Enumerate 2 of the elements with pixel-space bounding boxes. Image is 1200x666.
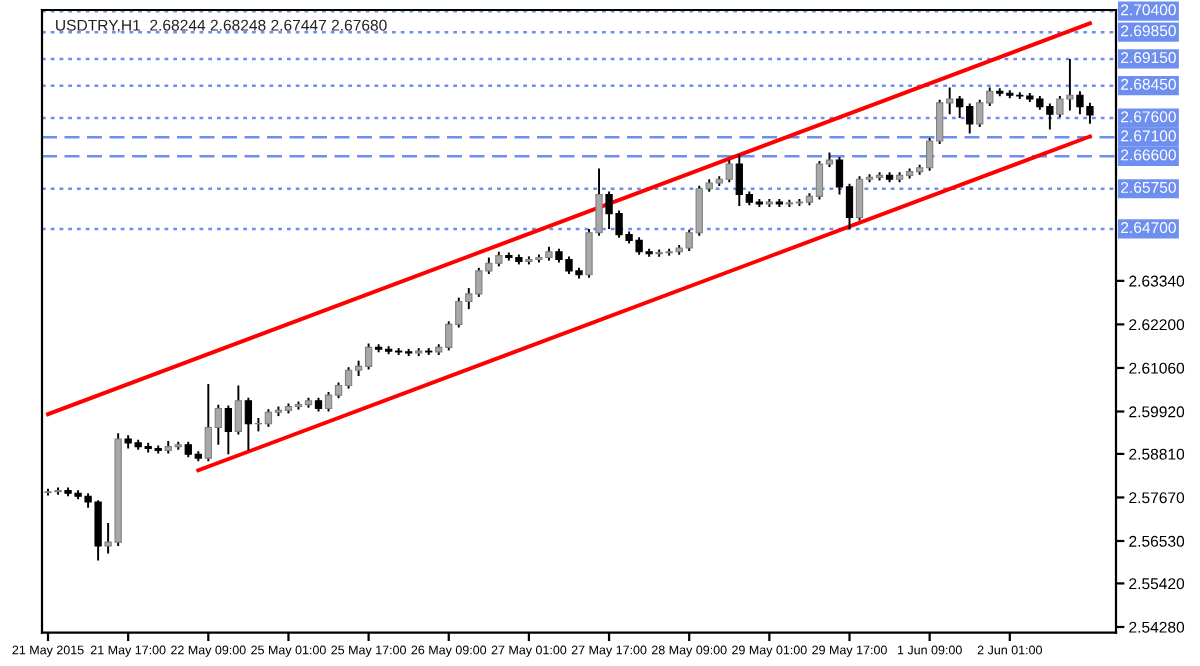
candlestick xyxy=(244,396,253,452)
candlestick xyxy=(224,404,233,456)
